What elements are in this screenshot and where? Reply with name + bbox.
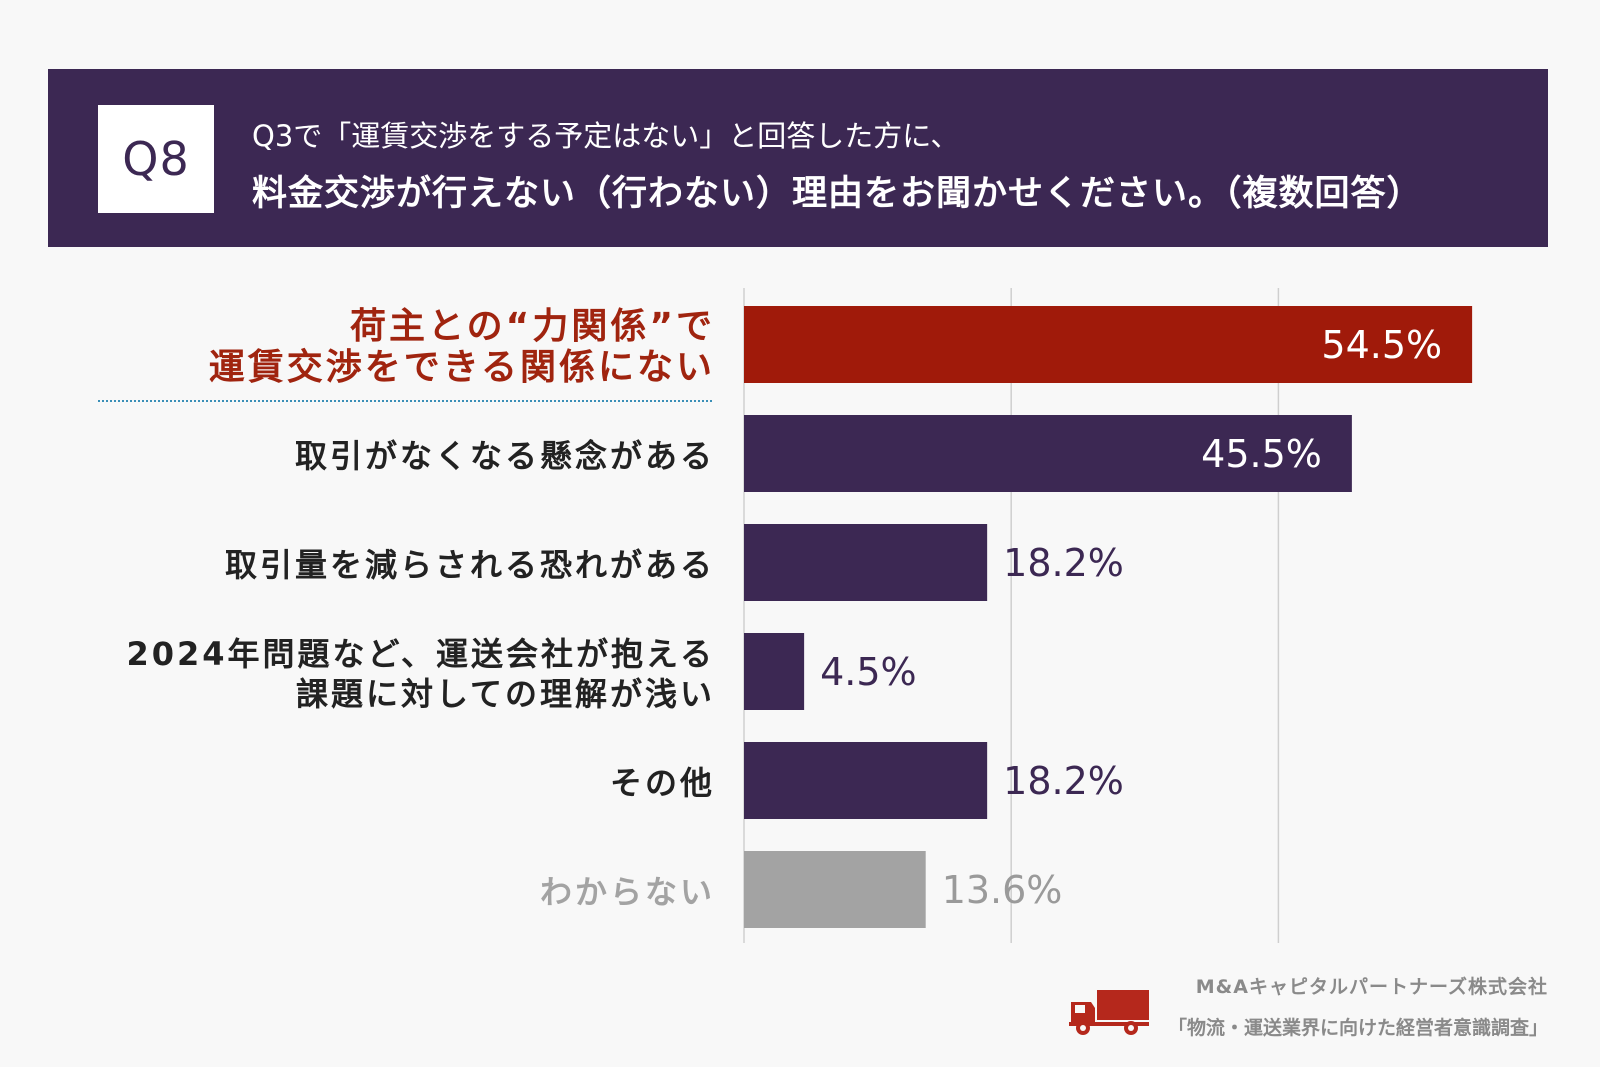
value-label-3: 18.2% [1003,540,1124,585]
category-label-line: 荷主との“力関係”で [350,305,715,347]
category-label-5: その他 [610,763,715,803]
category-label-line: 取引がなくなる懸念がある [294,436,715,475]
footer: M&Aキャピタルパートナーズ株式会社 「物流・運送業界に向けた経営者意識調査」 [1168,972,1548,1040]
truck-icon [1069,990,1149,1035]
category-label-2: 取引がなくなる懸念がある [295,436,715,476]
question-line-1: Q3で「運賃交渉をする予定はない」と回答した方に、 [252,119,960,153]
value-label-2: 45.5% [1201,431,1322,476]
bar-4 [744,633,805,710]
category-label-line: 2024年問題など、運送会社が抱える [126,634,715,673]
bar-3 [744,524,988,601]
category-label-line: その他 [609,763,715,802]
bar-2 [744,415,1352,492]
company-name: M&Aキャピタルパートナーズ株式会社 [1195,976,1548,998]
bar-1 [744,306,1473,383]
highlight-divider [98,400,712,402]
category-label-line: わからない [539,872,715,911]
question-number-badge: Q8 [98,105,214,213]
value-label-5: 18.2% [1003,758,1124,803]
category-label-line: 課題に対しての理解が浅い [295,674,715,713]
category-label-1: 荷主との“力関係”で 運賃交渉をできる関係にない [209,306,715,388]
category-label-4: 2024年問題など、運送会社が抱える 課題に対しての理解が浅い [126,634,715,714]
survey-title: 「物流・運送業界に向けた経営者意識調査」 [1167,1017,1548,1039]
category-label-6: わからない [540,872,715,912]
category-label-line: 取引量を減らされる恐れがある [224,545,715,584]
bar-5 [744,742,988,819]
category-label-line: 運賃交渉をできる関係にない [208,346,715,388]
value-label-4: 4.5% [820,649,917,694]
category-label-3: 取引量を減らされる恐れがある [225,545,715,585]
bar-6 [744,851,926,928]
value-label-6: 13.6% [941,867,1063,912]
question-line-2: 料金交渉が行えない（行わない）理由をお聞かせください。（複数回答） [252,174,1423,214]
value-label-1: 54.5% [1321,322,1443,367]
question-number: Q8 [122,132,190,186]
question-header: Q8 Q3で「運賃交渉をする予定はない」と回答した方に、 料金交渉が行えない（行… [48,69,1548,247]
